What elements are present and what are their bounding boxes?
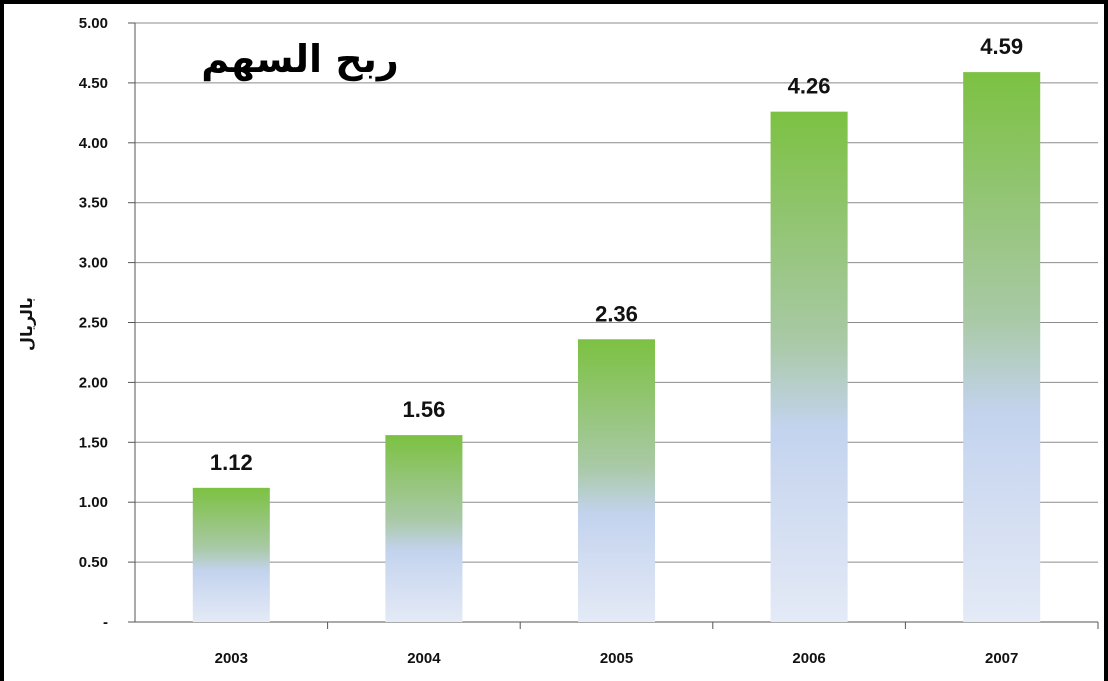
y-tick-label: 1.00 xyxy=(79,494,108,511)
data-labels: 1.12 1.56 2.36 4.26 4.59 xyxy=(210,34,1023,475)
x-tick-label-2003: 2003 xyxy=(215,650,248,667)
bar-2003 xyxy=(192,487,270,622)
x-tick-label-2005: 2005 xyxy=(600,650,633,667)
y-tick-label: 4.00 xyxy=(79,135,108,152)
y-tick-label: - xyxy=(103,614,108,631)
y-tick-label: 5.00 xyxy=(79,15,108,32)
y-tick-label: 1.50 xyxy=(79,434,108,451)
bars xyxy=(192,72,1041,623)
y-tick-label: 2.00 xyxy=(79,374,108,391)
y-tick-label: 3.50 xyxy=(79,195,108,212)
chart-title: ربح السهم xyxy=(201,37,399,82)
bar-2006 xyxy=(770,111,848,622)
data-label-2007: 4.59 xyxy=(980,34,1023,59)
y-tick-label: 0.50 xyxy=(79,554,108,571)
x-tick-labels: 2003 2004 2005 2006 2007 xyxy=(215,650,1019,667)
bar-2005 xyxy=(577,339,656,622)
y-tick-label: 2.50 xyxy=(79,315,108,332)
data-label-2003: 1.12 xyxy=(210,450,253,475)
y-axis-label: بالريال xyxy=(17,297,36,351)
y-tick-labels: - 0.50 1.00 1.50 2.00 2.50 3.00 3.50 4.00 4.50 5.0… xyxy=(79,15,108,631)
bar-2007 xyxy=(963,72,1041,623)
data-label-2004: 1.56 xyxy=(402,397,445,422)
y-tick-label: 3.00 xyxy=(79,255,108,272)
y-tick-label: 4.50 xyxy=(79,75,108,92)
x-tick-label-2004: 2004 xyxy=(407,650,441,667)
bar-2004 xyxy=(385,435,463,622)
x-tick-label-2007: 2007 xyxy=(985,650,1018,667)
data-label-2005: 2.36 xyxy=(595,301,638,326)
x-tick-label-2006: 2006 xyxy=(792,650,825,667)
data-label-2006: 4.26 xyxy=(788,74,831,99)
